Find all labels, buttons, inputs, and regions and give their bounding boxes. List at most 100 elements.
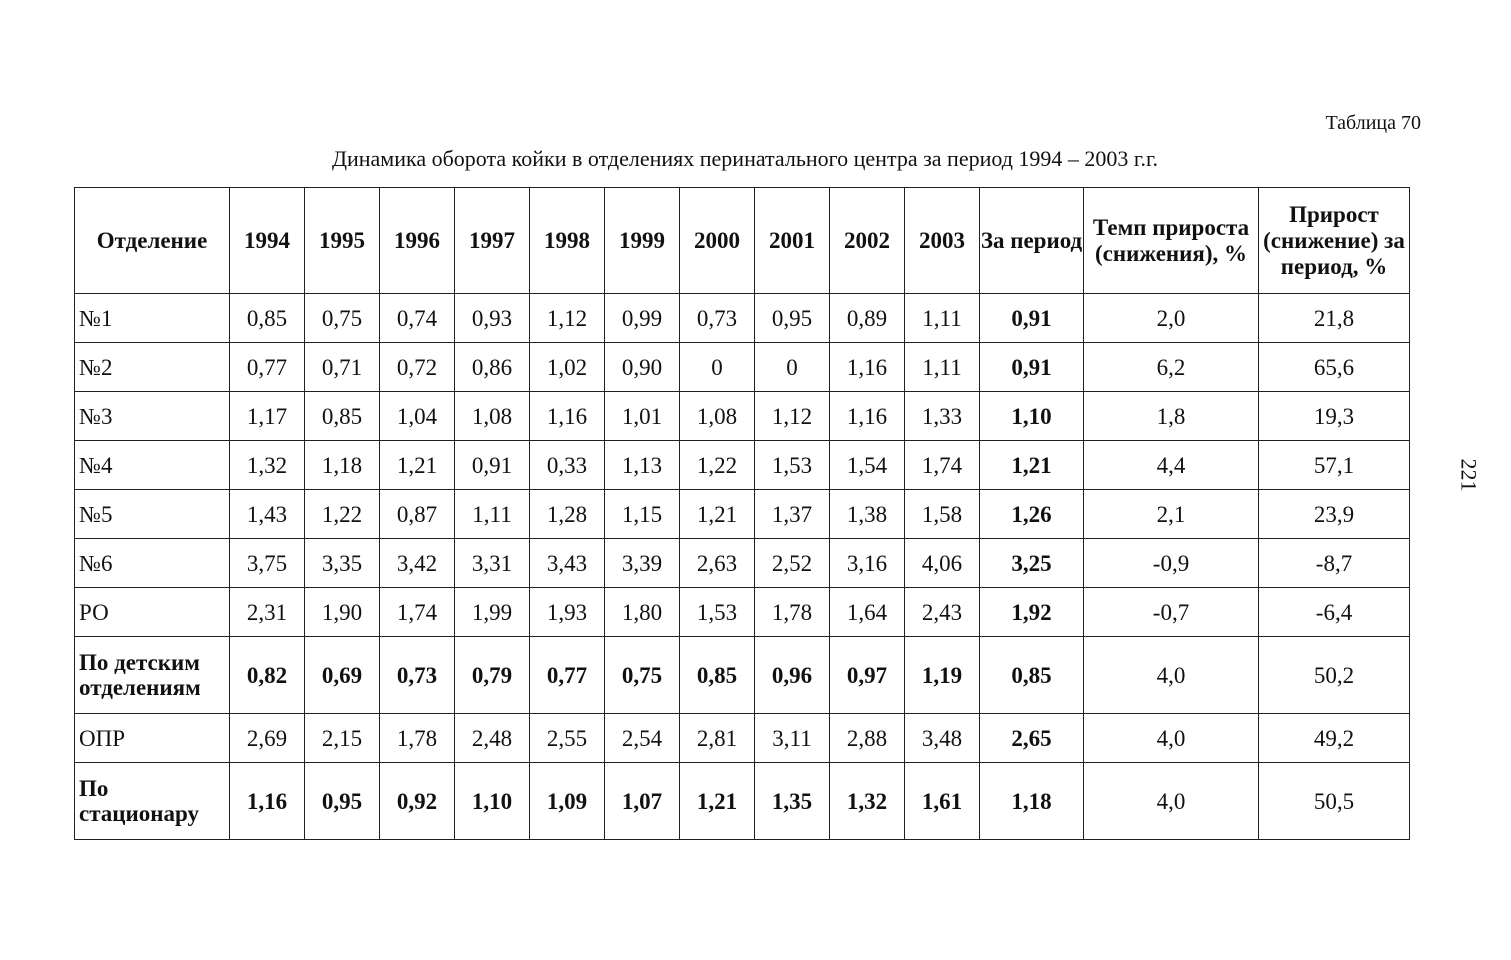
row-label: №2 bbox=[74, 342, 230, 392]
year-value-cell: 1,02 bbox=[529, 342, 605, 392]
row-label: №4 bbox=[74, 440, 230, 490]
table-number: Таблица 70 bbox=[1325, 112, 1421, 134]
year-value-cell: 1,58 bbox=[904, 489, 980, 539]
year-value-cell: 0,95 bbox=[754, 293, 830, 343]
year-value-cell: 0,82 bbox=[229, 636, 305, 714]
year-value-cell: 0,73 bbox=[379, 636, 455, 714]
year-value-cell: 1,11 bbox=[904, 342, 980, 392]
year-value-cell: 1,93 bbox=[529, 587, 605, 637]
year-value-cell: 3,35 bbox=[304, 538, 380, 588]
year-value-cell: 1,16 bbox=[829, 391, 905, 441]
col-header-year: 1994 bbox=[229, 187, 305, 294]
year-value-cell: 1,28 bbox=[529, 489, 605, 539]
table-row: №5 1,43 1,22 0,87 1,11 1,28 1,15 1,21 1,37 1,38 1,… bbox=[74, 489, 1410, 539]
period-value-cell: 1,10 bbox=[979, 391, 1084, 441]
year-value-cell: 0,73 bbox=[679, 293, 755, 343]
year-value-cell: 1,78 bbox=[379, 713, 455, 763]
period-value-cell: 1,21 bbox=[979, 440, 1084, 490]
year-value-cell: 0,33 bbox=[529, 440, 605, 490]
year-value-cell: 1,21 bbox=[679, 762, 755, 840]
year-value-cell: 2,43 bbox=[904, 587, 980, 637]
table-row: ОПР 2,69 2,15 1,78 2,48 2,55 2,54 2,81 3,11 2,88 3… bbox=[74, 713, 1410, 763]
year-value-cell: 2,81 bbox=[679, 713, 755, 763]
growth-cell: 65,6 bbox=[1258, 342, 1410, 392]
period-value-cell: 1,92 bbox=[979, 587, 1084, 637]
year-value-cell: 2,69 bbox=[229, 713, 305, 763]
year-value-cell: 1,10 bbox=[454, 762, 530, 840]
year-value-cell: 1,53 bbox=[754, 440, 830, 490]
col-header-growth: Прирост (снижение) за период, % bbox=[1258, 187, 1410, 294]
row-label: №1 bbox=[74, 293, 230, 343]
col-header-year: 2000 bbox=[679, 187, 755, 294]
year-value-cell: 1,11 bbox=[454, 489, 530, 539]
table-row: №1 0,85 0,75 0,74 0,93 1,12 0,99 0,73 0,95 0,89 1,… bbox=[74, 293, 1410, 343]
period-value-cell: 0,91 bbox=[979, 293, 1084, 343]
year-value-cell: 1,12 bbox=[529, 293, 605, 343]
year-value-cell: 0 bbox=[679, 342, 755, 392]
year-value-cell: 2,63 bbox=[679, 538, 755, 588]
year-value-cell: 0,74 bbox=[379, 293, 455, 343]
col-header-year: 1996 bbox=[379, 187, 455, 294]
year-value-cell: 1,22 bbox=[679, 440, 755, 490]
year-value-cell: 0,96 bbox=[754, 636, 830, 714]
growth-cell: 50,5 bbox=[1258, 762, 1410, 840]
year-value-cell: 1,16 bbox=[529, 391, 605, 441]
growth-rate-cell: 2,0 bbox=[1083, 293, 1259, 343]
year-value-cell: 0,86 bbox=[454, 342, 530, 392]
period-value-cell: 3,25 bbox=[979, 538, 1084, 588]
year-value-cell: 0,99 bbox=[604, 293, 680, 343]
growth-cell: 21,8 bbox=[1258, 293, 1410, 343]
growth-cell: 50,2 bbox=[1258, 636, 1410, 714]
row-label: По стационару bbox=[74, 762, 230, 840]
growth-rate-cell: -0,7 bbox=[1083, 587, 1259, 637]
year-value-cell: 3,43 bbox=[529, 538, 605, 588]
table-row: №6 3,75 3,35 3,42 3,31 3,43 3,39 2,63 2,52 3,16 4,… bbox=[74, 538, 1410, 588]
year-value-cell: 1,53 bbox=[679, 587, 755, 637]
year-value-cell: 0,69 bbox=[304, 636, 380, 714]
year-value-cell: 2,54 bbox=[604, 713, 680, 763]
year-value-cell: 0,85 bbox=[304, 391, 380, 441]
row-label: №6 bbox=[74, 538, 230, 588]
growth-cell: -8,7 bbox=[1258, 538, 1410, 588]
year-value-cell: 1,43 bbox=[229, 489, 305, 539]
year-value-cell: 1,32 bbox=[829, 762, 905, 840]
year-value-cell: 2,52 bbox=[754, 538, 830, 588]
year-value-cell: 0,87 bbox=[379, 489, 455, 539]
growth-rate-cell: 4,4 bbox=[1083, 440, 1259, 490]
year-value-cell: 0,79 bbox=[454, 636, 530, 714]
year-value-cell: 0,85 bbox=[229, 293, 305, 343]
year-value-cell: 1,11 bbox=[904, 293, 980, 343]
year-value-cell: 1,22 bbox=[304, 489, 380, 539]
year-value-cell: 4,06 bbox=[904, 538, 980, 588]
year-value-cell: 1,18 bbox=[304, 440, 380, 490]
year-value-cell: 0,92 bbox=[379, 762, 455, 840]
year-value-cell: 0,77 bbox=[229, 342, 305, 392]
year-value-cell: 3,75 bbox=[229, 538, 305, 588]
year-value-cell: 1,38 bbox=[829, 489, 905, 539]
row-label: По детским отделениям bbox=[74, 636, 230, 714]
year-value-cell: 1,61 bbox=[904, 762, 980, 840]
col-header-growth-rate: Темп прироста (снижения), % bbox=[1083, 187, 1259, 294]
col-header-year: 1999 bbox=[604, 187, 680, 294]
year-value-cell: 1,35 bbox=[754, 762, 830, 840]
year-value-cell: 2,48 bbox=[454, 713, 530, 763]
growth-rate-cell: 4,0 bbox=[1083, 762, 1259, 840]
year-value-cell: 0 bbox=[754, 342, 830, 392]
row-label: ОПР bbox=[74, 713, 230, 763]
growth-rate-cell: 2,1 bbox=[1083, 489, 1259, 539]
year-value-cell: 1,37 bbox=[754, 489, 830, 539]
year-value-cell: 2,88 bbox=[829, 713, 905, 763]
col-header-year: 1997 bbox=[454, 187, 530, 294]
year-value-cell: 1,90 bbox=[304, 587, 380, 637]
year-value-cell: 3,11 bbox=[754, 713, 830, 763]
growth-cell: 49,2 bbox=[1258, 713, 1410, 763]
data-table: Отделение 1994 1995 1996 1997 1998 1999 … bbox=[74, 187, 1410, 840]
table-row: РО 2,31 1,90 1,74 1,99 1,93 1,80 1,53 1,78 1,64 2,… bbox=[74, 587, 1410, 637]
period-value-cell: 0,85 bbox=[979, 636, 1084, 714]
table-row: По детским отделениям 0,82 0,69 0,73 0,79 0,7… bbox=[74, 636, 1410, 714]
year-value-cell: 1,33 bbox=[904, 391, 980, 441]
year-value-cell: 1,16 bbox=[829, 342, 905, 392]
year-value-cell: 0,72 bbox=[379, 342, 455, 392]
year-value-cell: 3,48 bbox=[904, 713, 980, 763]
row-label: №5 bbox=[74, 489, 230, 539]
